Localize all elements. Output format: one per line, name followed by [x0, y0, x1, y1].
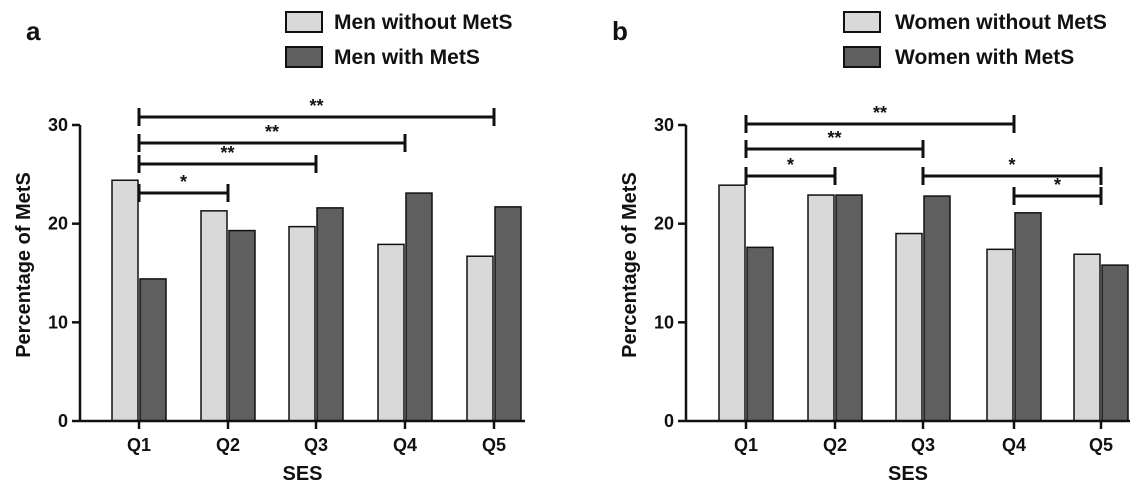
bar-q5-with-mets [494, 206, 522, 422]
bar-q1-with-mets [746, 246, 774, 422]
x-tick-label: Q1 [734, 435, 758, 455]
significance-marker: ** [309, 96, 323, 116]
y-tick-label: 0 [58, 411, 68, 431]
x-tick-label: Q4 [1002, 435, 1026, 455]
bar-q2-with-mets [228, 229, 256, 422]
bar-q3-without-mets [288, 225, 316, 422]
x-tick-label: Q3 [911, 435, 935, 455]
significance-marker: ** [827, 128, 841, 148]
significance-marker: * [1054, 175, 1061, 195]
legend-swatch-with-mets [843, 46, 881, 68]
y-tick-label: 20 [48, 214, 68, 234]
y-axis-title: Percentage of MetS [13, 172, 35, 358]
y-axis-title: Percentage of MetS [619, 172, 641, 358]
y-tick-label: 0 [664, 411, 674, 431]
x-tick-label: Q2 [216, 435, 240, 455]
bar-q1-without-mets [718, 184, 746, 422]
panel-letter: a [26, 16, 41, 46]
significance-marker: * [787, 155, 794, 175]
x-axis-title: SES [888, 463, 928, 485]
x-tick-label: Q3 [304, 435, 328, 455]
x-tick-label: Q1 [127, 435, 151, 455]
panel-b: b Women without MetS Women with MetS 0 10 20 3… [612, 11, 1130, 485]
bar-q3-with-mets [923, 195, 951, 422]
bar-q5-without-mets [466, 255, 494, 422]
legend-label: Women with MetS [895, 46, 1074, 69]
x-axis-title: SES [282, 463, 322, 485]
y-tick-label: 10 [48, 312, 68, 332]
legend-swatch-without-mets [285, 11, 323, 33]
x-tick-label: Q5 [482, 435, 506, 455]
significance-marker: ** [873, 103, 887, 123]
significance-marker: ** [220, 143, 234, 163]
bar-q2-without-mets [807, 194, 835, 422]
significance-marker: * [180, 172, 187, 192]
bar-q5-with-mets [1101, 264, 1129, 422]
y-tick-label: 20 [654, 214, 674, 234]
legend-label: Men with MetS [334, 46, 480, 69]
bar-q2-without-mets [200, 210, 228, 422]
x-tick-label: Q4 [393, 435, 417, 455]
bar-q1-without-mets [111, 179, 139, 422]
bar-q3-without-mets [895, 232, 923, 422]
legend-swatch-without-mets [843, 11, 881, 33]
y-tick-label: 30 [48, 115, 68, 135]
y-tick-label: 30 [654, 115, 674, 135]
significance-marker: ** [265, 122, 279, 142]
bar-q3-with-mets [316, 207, 344, 422]
bar-q4-with-mets [1014, 212, 1042, 422]
bar-q4-with-mets [405, 192, 433, 422]
bar-q1-with-mets [139, 278, 167, 422]
x-tick-label: Q2 [823, 435, 847, 455]
legend-label: Women without MetS [895, 11, 1107, 34]
bar-q4-without-mets [986, 248, 1014, 422]
significance-marker: * [1008, 155, 1015, 175]
legend-label: Men without MetS [334, 11, 512, 34]
legend-swatch-with-mets [285, 46, 323, 68]
panel-letter: b [612, 16, 628, 46]
bar-q4-without-mets [377, 243, 405, 422]
bar-q5-without-mets [1073, 253, 1101, 422]
panel-a: a Men without MetS Men with MetS 0 10 20 30 Q1 Q… [13, 11, 525, 485]
y-tick-label: 10 [654, 312, 674, 332]
bar-q2-with-mets [835, 194, 863, 422]
x-tick-label: Q5 [1089, 435, 1113, 455]
